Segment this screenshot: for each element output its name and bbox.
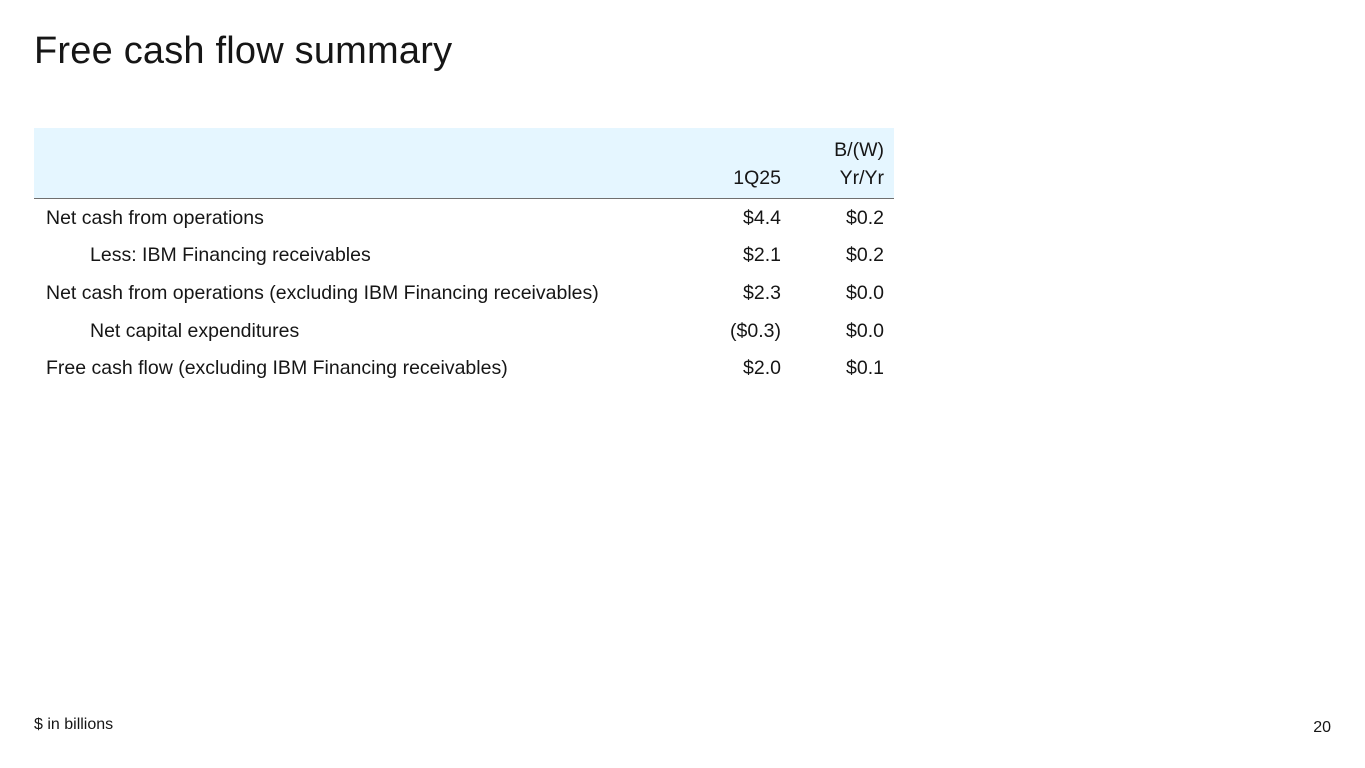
row-period-value: ($0.3) [730,319,781,342]
free-cash-flow-table: 1Q25 B/(W) Yr/Yr Net cash from operation… [34,128,894,387]
row-change-value: $0.2 [846,244,884,267]
table-header-row: 1Q25 B/(W) Yr/Yr [34,128,894,199]
footnote: $ in billions [34,716,114,733]
row-label: Net capital expenditures [90,319,300,342]
header-period-cell: 1Q25 [674,128,791,199]
table-row: Net cash from operations (excluding IBM … [34,274,894,312]
row-change-value: $0.1 [846,357,884,380]
row-change-value: $0.2 [846,206,884,229]
header-change-cell: B/(W) Yr/Yr [791,128,894,199]
row-period-value: $2.0 [743,357,781,380]
page-number: 20 [1313,719,1331,736]
table-row: Net cash from operations $4.4 $0.2 [34,199,894,237]
row-label: Free cash flow (excluding IBM Financing … [46,357,508,380]
page-title: Free cash flow summary [34,30,453,72]
table-row: Free cash flow (excluding IBM Financing … [34,349,894,387]
row-period-value: $2.3 [743,281,781,304]
row-change-value: $0.0 [846,281,884,304]
row-period-value: $4.4 [743,206,781,229]
header-change-line1: B/(W) [834,139,884,161]
row-period-value: $2.1 [743,244,781,267]
row-change-value: $0.0 [846,319,884,342]
header-change-line2: Yr/Yr [839,167,884,189]
table-row: Net capital expenditures ($0.3) $0.0 [34,312,894,350]
row-label: Less: IBM Financing receivables [90,244,371,267]
row-label: Net cash from operations (excluding IBM … [46,281,599,304]
header-label-cell [34,128,674,199]
row-label: Net cash from operations [46,206,264,229]
table-row: Less: IBM Financing receivables $2.1 $0.… [34,237,894,275]
